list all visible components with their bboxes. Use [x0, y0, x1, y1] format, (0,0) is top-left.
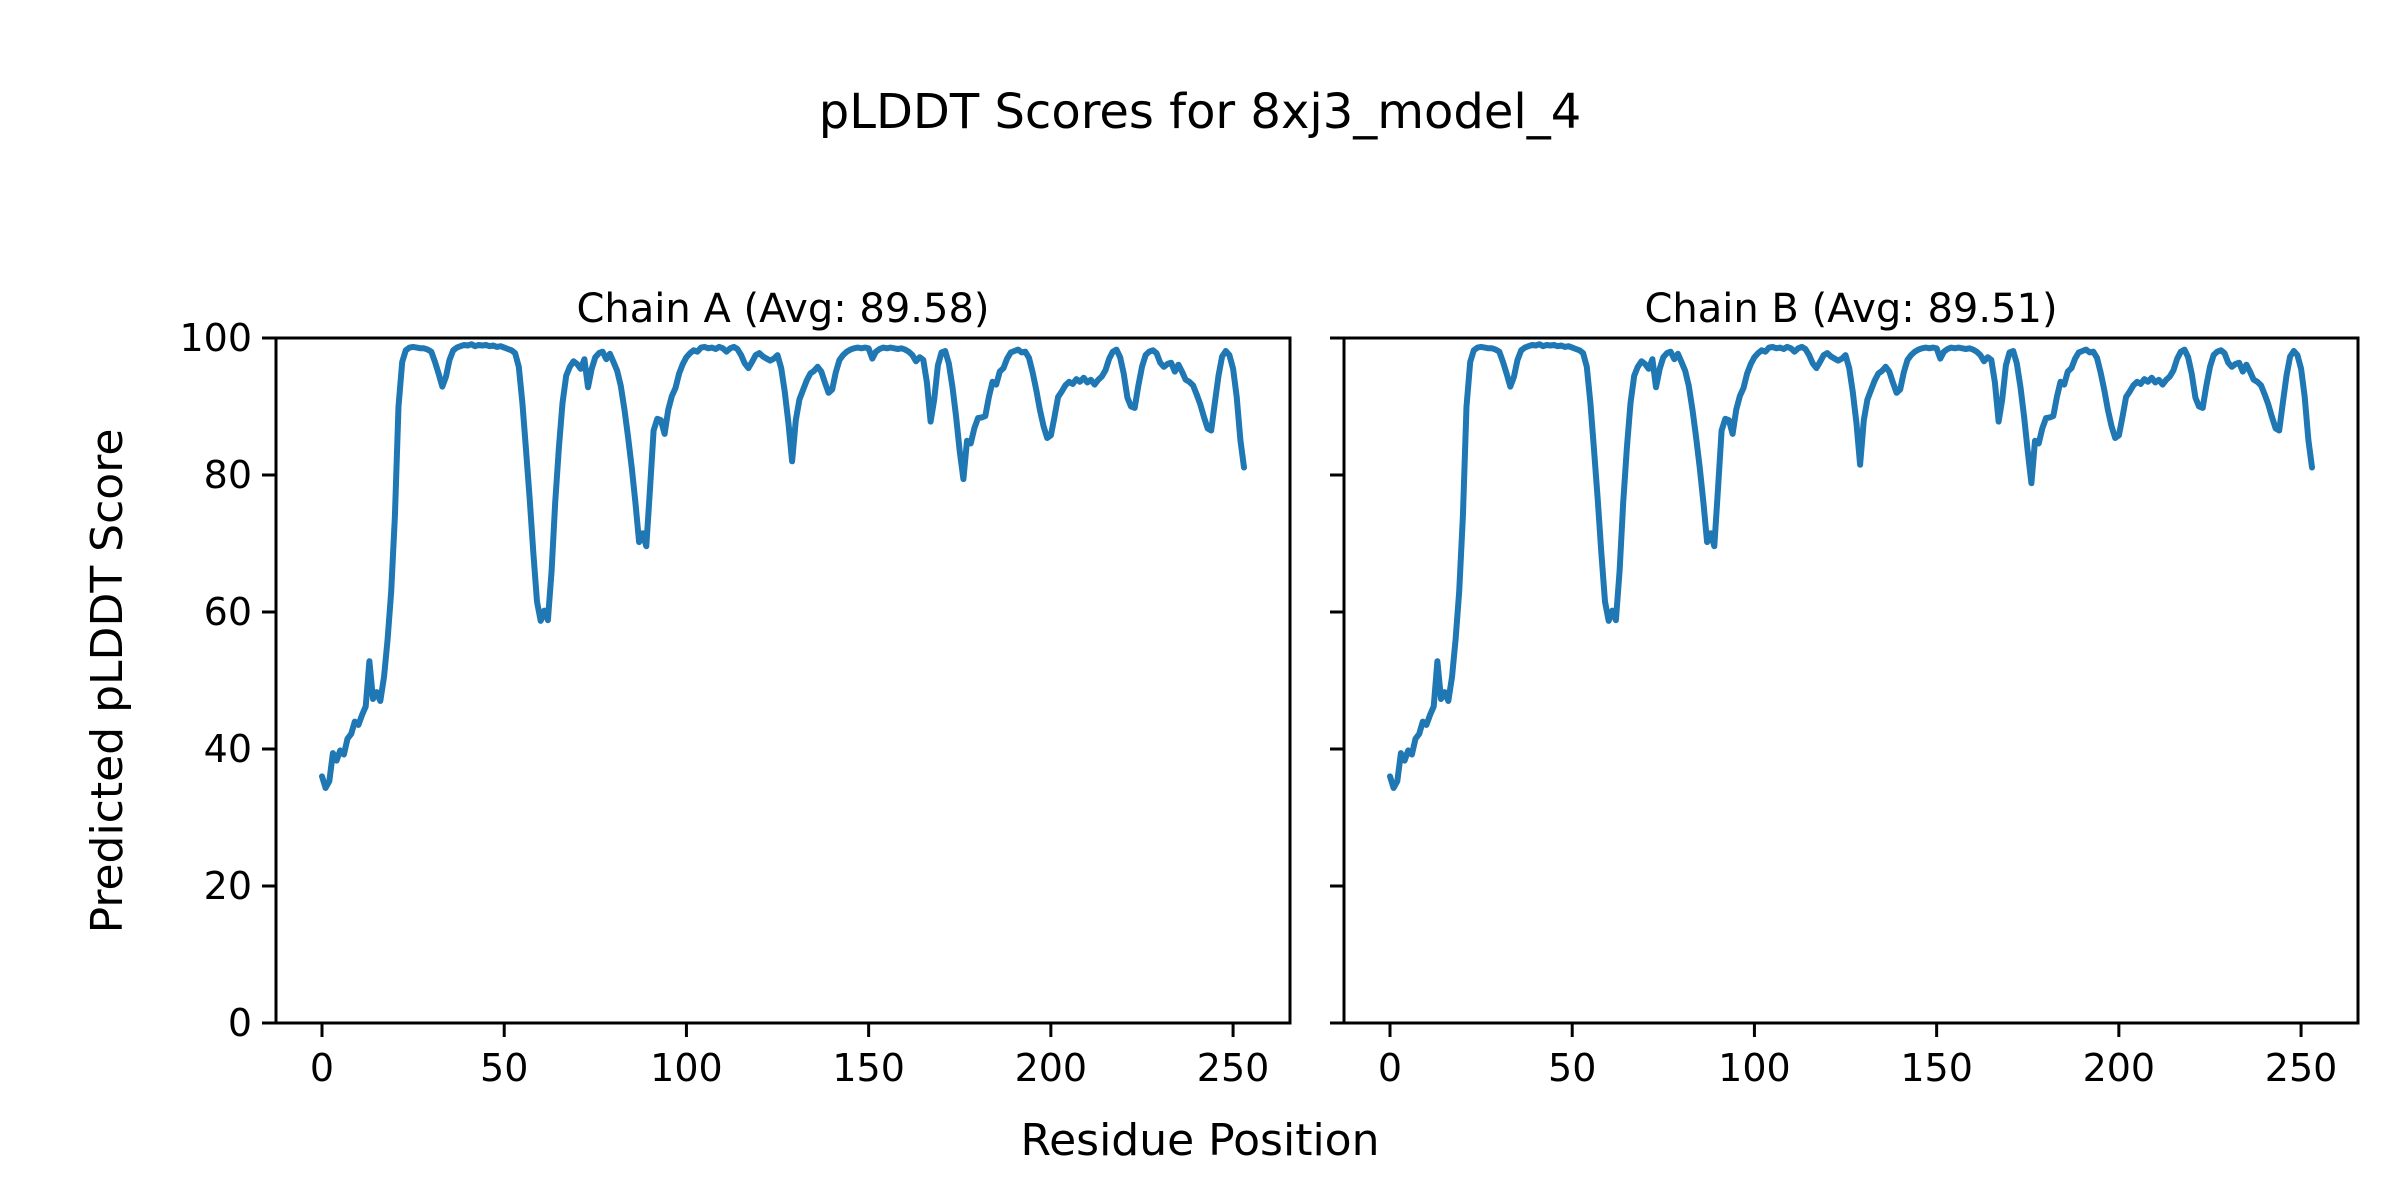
x-tick-label: 50: [480, 1046, 528, 1090]
y-axis-label: Predicted pLDDT Score: [82, 429, 133, 934]
x-tick-label: 200: [2083, 1046, 2156, 1090]
axes-layer-chain-a: 0 50 100 150 200 250 0 20 40 60 80 100: [179, 316, 1269, 1090]
subplot-title-chain-a: Chain A (Avg: 89.58): [576, 286, 989, 332]
y-tick-label: 100: [179, 316, 252, 360]
figure-title: pLDDT Scores for 8xj3_model_4: [819, 84, 1582, 140]
x-tick-label: 0: [1378, 1046, 1402, 1090]
x-tick-label: 150: [832, 1046, 905, 1090]
y-tick-label: 20: [204, 864, 252, 908]
x-tick-label: 0: [310, 1046, 334, 1090]
plddt-line-chain-b: [1387, 341, 2315, 791]
axes-layer-chain-b: 0 50 100 150 200 250: [1330, 336, 2338, 1090]
x-tick-label: 50: [1548, 1046, 1596, 1090]
subplot-chain-a: Chain A (Avg: 89.58) 0 50 100 150 200 250 0 20 4…: [179, 286, 1292, 1090]
y-tick-label: 0: [228, 1001, 252, 1045]
x-tick-label: 100: [1718, 1046, 1791, 1090]
plddt-line-chain-a: [319, 341, 1247, 791]
x-tick-label: 250: [2265, 1046, 2338, 1090]
subplot-title-chain-b: Chain B (Avg: 89.51): [1644, 286, 2057, 332]
x-tick-label: 100: [650, 1046, 723, 1090]
axes-frame-chain-b: [1342, 336, 2360, 1025]
x-tick-label: 250: [1197, 1046, 1270, 1090]
y-tick-label: 40: [204, 727, 252, 771]
subplot-chain-b: Chain B (Avg: 89.51) 0 50 100 150 200 250: [1330, 286, 2360, 1090]
y-tick-label: 80: [204, 453, 252, 497]
x-tick-label: 150: [1900, 1046, 1973, 1090]
y-tick-label: 60: [204, 590, 252, 634]
axes-frame-chain-a: [274, 336, 1292, 1025]
x-axis-label: Residue Position: [1020, 1115, 1379, 1166]
x-tick-label: 200: [1015, 1046, 1088, 1090]
